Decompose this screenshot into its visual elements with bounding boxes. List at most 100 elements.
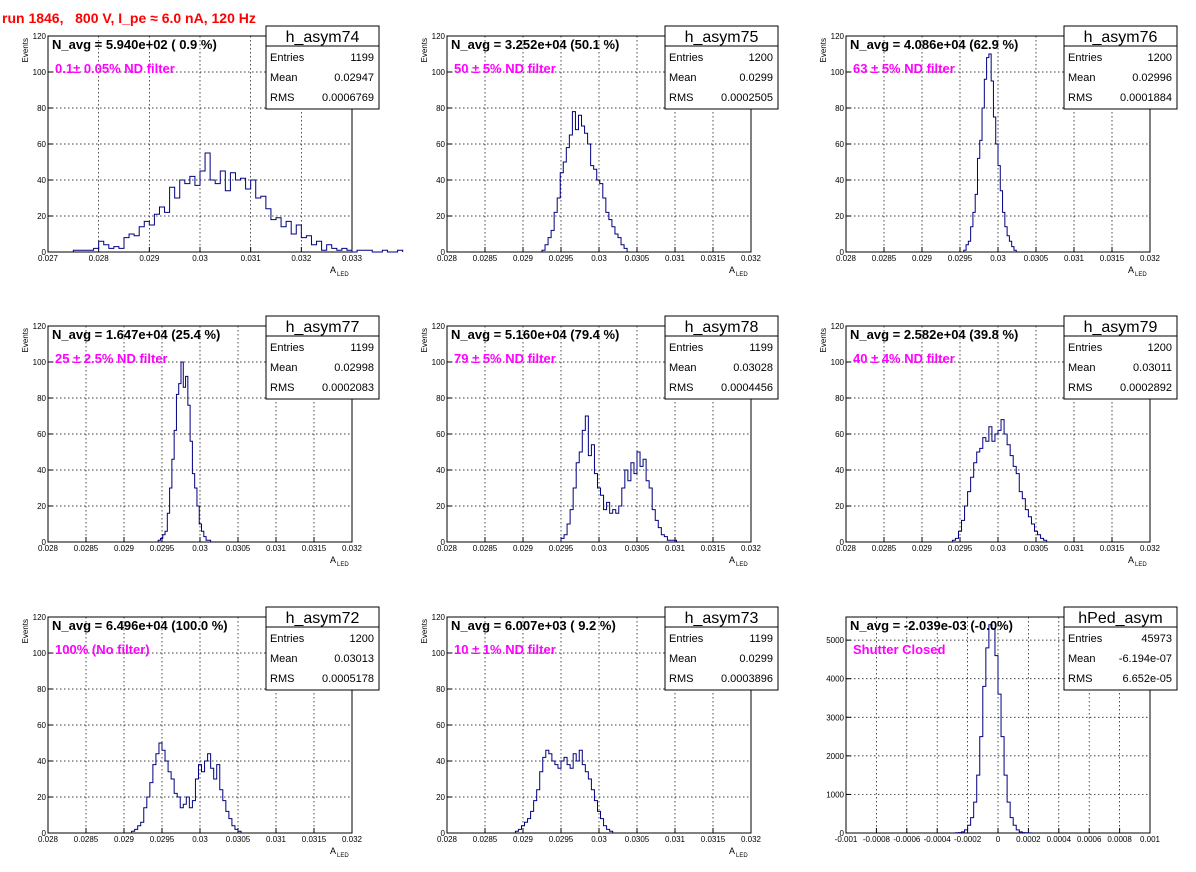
x-tick-label: 0.032: [342, 544, 363, 553]
y-tick-label: 0: [42, 829, 47, 838]
y-tick-label: 80: [835, 104, 844, 113]
x-tick-label: 0.028: [38, 835, 59, 844]
x-axis-title-subscript: LED: [337, 853, 349, 859]
stats-value-mean: -6.194e-07: [1119, 653, 1172, 665]
stats-label-rms: RMS: [669, 382, 693, 394]
x-tick-label: 0.0285: [872, 544, 897, 553]
stats-label-mean: Mean: [669, 653, 697, 665]
x-tick-label: 0.031: [665, 254, 686, 263]
x-axis-title-subscript: LED: [337, 562, 349, 568]
y-tick-label: 0: [840, 248, 845, 257]
y-tick-label: 100: [432, 358, 446, 367]
stats-label-rms: RMS: [1068, 92, 1092, 104]
y-tick-label: 80: [37, 104, 46, 113]
y-tick-label: 20: [835, 212, 844, 221]
navg-text: N_avg = 3.252e+04 (50.1 %): [451, 37, 619, 52]
y-axis-title: Events: [420, 328, 429, 352]
plot-frame: [446, 616, 752, 834]
x-axis-title: A: [1128, 555, 1134, 565]
stats-label-entries: Entries: [270, 52, 305, 64]
stats-title: h_asym75: [685, 29, 759, 46]
stats-box-frame: [265, 606, 380, 691]
stats-title: h_asym78: [685, 319, 759, 336]
x-tick-label: 0.0008: [1107, 835, 1132, 844]
x-tick-label: 0.031: [1064, 254, 1085, 263]
stats-box-frame: [265, 315, 380, 400]
x-tick-label: 0.028: [437, 835, 458, 844]
x-axis-title-subscript: LED: [736, 853, 748, 859]
y-tick-label: 40: [37, 757, 46, 766]
stats-label-entries: Entries: [669, 633, 704, 645]
stats-title: h_asym72: [286, 610, 360, 627]
x-tick-label: -0.0002: [954, 835, 982, 844]
y-tick-label: 120: [432, 613, 446, 622]
x-axis-title: A: [330, 555, 336, 565]
stats-label-entries: Entries: [1068, 342, 1103, 354]
x-tick-label: 0: [996, 835, 1001, 844]
x-tick-label: -0.0008: [863, 835, 891, 844]
filter-annotation: 10 ± 1% ND filter: [454, 642, 556, 657]
filter-annotation: 63 ± 5% ND filter: [853, 61, 955, 76]
plot-frame: [47, 325, 353, 543]
plot-frame: [845, 35, 1151, 253]
x-tick-label: 0.029: [513, 835, 534, 844]
histogram-line: [72, 152, 404, 253]
stats-label-entries: Entries: [270, 342, 305, 354]
stats-box-frame: [1063, 25, 1178, 110]
y-tick-label: 120: [831, 32, 845, 41]
x-tick-label: 0.029: [513, 544, 534, 553]
stats-label-mean: Mean: [669, 72, 697, 84]
x-tick-label: 0.0315: [1100, 544, 1125, 553]
y-tick-label: 100: [831, 68, 845, 77]
stats-label-rms: RMS: [1068, 382, 1092, 394]
stats-title: h_asym79: [1084, 319, 1158, 336]
x-tick-label: 0.032: [741, 835, 762, 844]
filter-annotation: 0.1± 0.05% ND filter: [55, 61, 175, 76]
stats-box: h_asym72 Entries 1200 Mean 0.03013 RMS 0.00051…: [265, 606, 380, 691]
y-tick-label: 40: [835, 466, 844, 475]
plot-frame: [47, 616, 353, 834]
stats-value-entries: 1200: [749, 52, 773, 64]
x-tick-label: 0.029: [139, 254, 160, 263]
histogram-line: [954, 624, 1032, 834]
x-tick-label: 0.0305: [226, 544, 251, 553]
stats-value-rms: 0.0002083: [322, 382, 374, 394]
x-tick-label: 0.03: [192, 544, 208, 553]
histogram-panel-h_asym75: 0.028 0.0285 0.029 0.0295 0.03 0.0305 0.031 0.0…: [420, 25, 779, 278]
y-axis-title: Events: [819, 328, 828, 352]
histogram-panel-h_asym78: 0.028 0.0285 0.029 0.0295 0.03 0.0305 0.031 0.0…: [420, 315, 779, 568]
y-tick-label: 40: [436, 466, 445, 475]
y-tick-label: 120: [432, 322, 446, 331]
y-tick-label: 40: [37, 466, 46, 475]
stats-value-entries: 1199: [350, 52, 374, 64]
y-tick-label: 0: [441, 538, 446, 547]
stats-label-mean: Mean: [1068, 653, 1096, 665]
y-tick-label: 100: [831, 358, 845, 367]
navg-text: N_avg = 2.582e+04 (39.8 %): [850, 327, 1018, 342]
stats-value-mean: 0.02947: [334, 72, 374, 84]
filter-annotation: 79 ± 5% ND filter: [454, 351, 556, 366]
y-tick-label: 100: [33, 358, 47, 367]
stats-title: h_asym76: [1084, 29, 1158, 46]
y-tick-label: 80: [436, 394, 445, 403]
x-tick-label: 0.031: [665, 544, 686, 553]
stats-value-rms: 0.0002892: [1120, 382, 1172, 394]
x-axis-title-subscript: LED: [736, 562, 748, 568]
y-tick-label: 40: [436, 176, 445, 185]
x-tick-label: 0.032: [342, 835, 363, 844]
stats-label-entries: Entries: [1068, 52, 1103, 64]
plot-frame: [845, 616, 1151, 834]
x-axis-title-subscript: LED: [337, 272, 349, 278]
x-axis-title: A: [330, 265, 336, 275]
y-tick-label: 1000: [826, 790, 844, 799]
y-axis-title: Events: [21, 619, 30, 643]
navg-text: N_avg = -2.039e-03 (-0.0%): [850, 618, 1013, 633]
y-axis-title: Events: [21, 38, 30, 62]
x-tick-label: 0.0305: [625, 835, 650, 844]
x-tick-label: 0.0285: [473, 835, 498, 844]
navg-text: N_avg = 6.496e+04 (100.0 %): [52, 618, 228, 633]
x-tick-label: 0.0315: [302, 544, 327, 553]
y-tick-label: 20: [37, 502, 46, 511]
stats-label-entries: Entries: [270, 633, 305, 645]
stats-label-mean: Mean: [1068, 72, 1096, 84]
